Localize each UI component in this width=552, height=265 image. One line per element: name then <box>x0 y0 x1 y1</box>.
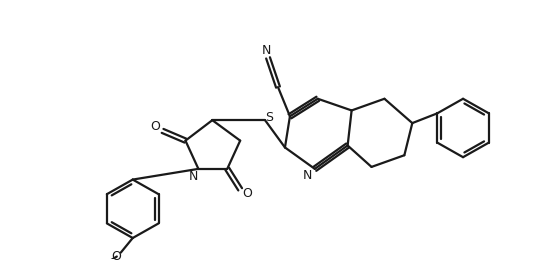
Text: N: N <box>261 43 270 56</box>
Text: O: O <box>151 120 161 132</box>
Text: O: O <box>242 187 252 200</box>
Text: S: S <box>265 111 273 124</box>
Text: O: O <box>111 250 121 263</box>
Text: N: N <box>303 169 312 182</box>
Text: N: N <box>189 170 198 183</box>
